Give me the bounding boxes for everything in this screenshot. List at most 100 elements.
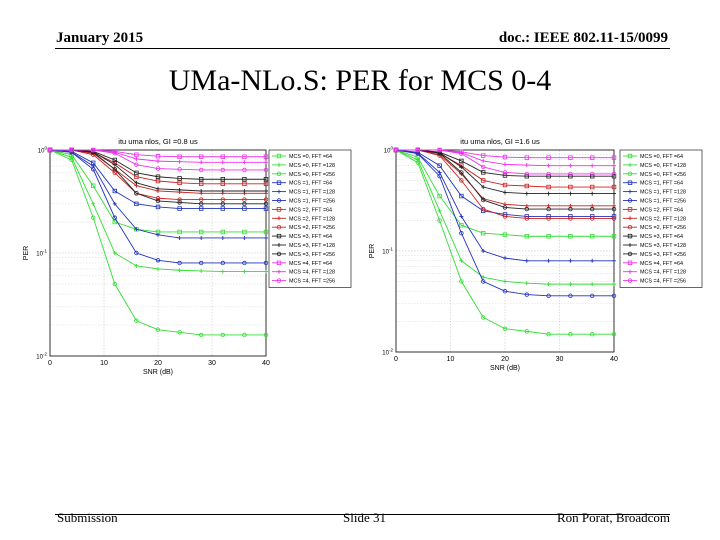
data-point: [220, 154, 225, 159]
x-tick-label: 30: [208, 360, 216, 367]
data-point: [611, 171, 617, 177]
legend-marker: [627, 198, 633, 203]
data-point: [459, 223, 464, 228]
data-point: [612, 163, 616, 168]
data-point: [503, 256, 507, 261]
legend-marker: [276, 207, 282, 212]
data-point: [546, 216, 551, 221]
legend-marker: [276, 278, 282, 283]
data-point: [69, 157, 74, 163]
data-point: [112, 162, 117, 167]
data-point: [415, 160, 420, 165]
series-line-12: [396, 149, 614, 210]
data-point: [177, 180, 182, 186]
data-point: [481, 164, 486, 170]
legend-marker: [276, 180, 282, 185]
data-point: [264, 235, 268, 240]
x-tick-label: 40: [610, 356, 618, 363]
y-tick-label: 100: [38, 146, 48, 155]
y-tick-label: 100: [384, 146, 394, 155]
data-point: [69, 147, 74, 153]
x-axis-label: SNR (dB): [143, 369, 173, 376]
data-point: [242, 229, 247, 235]
legend-entry: MCS =0, FFT =64: [640, 154, 683, 160]
data-point: [546, 332, 551, 337]
legend-marker: [628, 162, 632, 167]
data-point: [502, 232, 508, 237]
data-point: [242, 177, 247, 182]
data-point: [198, 260, 204, 266]
data-point: [220, 235, 225, 240]
data-point: [568, 174, 573, 179]
x-tick-label: 20: [154, 360, 162, 367]
data-point: [263, 197, 269, 202]
data-point: [590, 216, 595, 221]
x-tick-label: 30: [556, 356, 564, 363]
data-point: [459, 178, 464, 183]
data-point: [198, 201, 204, 207]
data-point: [568, 216, 573, 221]
legend-entry: MCS =2, FFT =128: [289, 216, 335, 222]
plot-frame: [49, 149, 267, 357]
data-point: [546, 191, 551, 196]
data-point: [524, 183, 529, 189]
legend-marker: [628, 269, 632, 274]
header-doc-id: doc.: IEEE 802.11-15/0099: [498, 30, 668, 46]
data-point: [155, 196, 161, 201]
legend-marker: [628, 243, 632, 247]
legend-entry: MCS =1, FFT =128: [640, 190, 686, 196]
legend-entry: MCS =3, FFT =128: [289, 243, 335, 249]
legend-entry: MCS =4, FFT =128: [289, 270, 335, 276]
data-point: [112, 157, 117, 163]
data-point: [459, 170, 464, 175]
x-tick-label: 0: [394, 356, 398, 363]
data-point: [546, 184, 551, 190]
data-point: [198, 167, 204, 173]
data-point: [134, 227, 139, 232]
legend-entry: MCS =1, FFT =64: [289, 181, 332, 187]
data-point: [155, 258, 161, 263]
data-point: [263, 167, 269, 173]
data-point: [134, 318, 139, 323]
legend-entry: MCS =4, FFT =64: [289, 261, 332, 267]
data-point: [459, 214, 464, 219]
series-line-1: [395, 149, 614, 237]
data-point: [220, 269, 225, 274]
data-point: [568, 171, 573, 177]
series-line-6: [49, 149, 266, 264]
data-point: [524, 174, 529, 179]
data-point: [503, 162, 507, 167]
series-line-1: [49, 149, 266, 233]
series-line-3: [395, 149, 614, 335]
data-point: [612, 258, 616, 263]
data-point: [502, 214, 508, 219]
data-point: [612, 191, 616, 196]
legend-marker: [627, 180, 633, 185]
legend-marker: [627, 251, 633, 257]
data-point: [263, 229, 269, 235]
footer-submission: Submission: [57, 510, 118, 525]
data-point: [134, 263, 139, 268]
legend-entry: MCS =1, FFT =128: [289, 190, 335, 196]
data-point: [220, 188, 225, 193]
data-point: [155, 174, 161, 179]
data-point: [437, 218, 442, 223]
data-point: [524, 216, 529, 221]
data-point: [199, 188, 204, 193]
legend-marker: [276, 251, 282, 257]
data-point: [177, 200, 182, 205]
data-point: [155, 178, 161, 184]
data-point: [481, 158, 486, 163]
data-point: [611, 332, 617, 337]
data-point: [480, 170, 486, 175]
legend-entry: MCS =4, FFT =256: [640, 279, 686, 285]
data-point: [437, 147, 442, 153]
data-point: [481, 197, 486, 203]
legend-marker: [277, 216, 281, 221]
legend-entry: MCS =2, FFT =64: [289, 207, 332, 213]
legend-entry: MCS =4, FFT =128: [640, 270, 686, 276]
data-point: [502, 182, 508, 188]
data-point: [155, 198, 161, 204]
data-point: [264, 160, 268, 165]
y-axis-label: PER: [369, 244, 376, 258]
